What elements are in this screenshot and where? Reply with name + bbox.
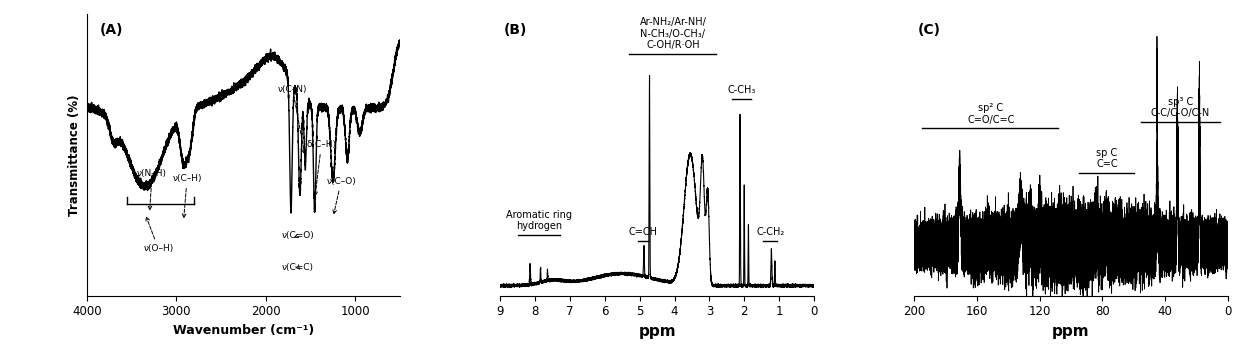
Text: sp² C
C=O/C=C: sp² C C=O/C=C	[967, 103, 1014, 125]
Text: ν(O–H): ν(O–H)	[144, 217, 174, 253]
Text: C=CH: C=CH	[629, 227, 657, 237]
Text: sp C
C=C: sp C C=C	[1096, 148, 1117, 169]
Text: ν(C–N): ν(C–N)	[278, 85, 308, 154]
Text: ν(C–O): ν(C–O)	[326, 177, 356, 214]
Text: (A): (A)	[99, 23, 123, 37]
X-axis label: ppm: ppm	[639, 324, 676, 339]
Text: (B): (B)	[503, 23, 527, 37]
Text: C-CH₂: C-CH₂	[756, 227, 785, 237]
Text: ν(C=C): ν(C=C)	[281, 263, 314, 272]
Text: δ(C–H): δ(C–H)	[306, 140, 336, 195]
X-axis label: Wavenumber (cm⁻¹): Wavenumber (cm⁻¹)	[172, 324, 314, 337]
Text: ν(C–H): ν(C–H)	[172, 174, 202, 218]
Text: ν(N–H): ν(N–H)	[138, 169, 167, 210]
Text: (C): (C)	[918, 23, 940, 37]
Text: sp³ C
C-C/C-O/C-N: sp³ C C-C/C-O/C-N	[1151, 96, 1210, 118]
Text: Ar-NH₂/Ar-NH/
N-CH₃/O-CH₃/
C-OH/R·OH: Ar-NH₂/Ar-NH/ N-CH₃/O-CH₃/ C-OH/R·OH	[640, 17, 707, 50]
Text: Aromatic ring
hydrogen: Aromatic ring hydrogen	[506, 210, 572, 231]
Y-axis label: Transmittance (%): Transmittance (%)	[68, 94, 82, 216]
X-axis label: ppm: ppm	[1052, 324, 1090, 339]
Text: ν(C=O): ν(C=O)	[281, 231, 315, 240]
Text: C-CH₃: C-CH₃	[728, 84, 756, 95]
